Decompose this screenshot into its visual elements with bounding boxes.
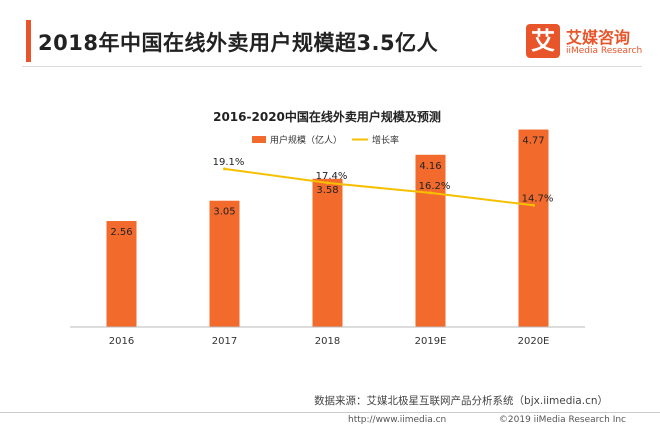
legend-label-bar: 用户规模（亿人） [270,134,342,146]
growth-rate-point [429,191,432,195]
bar-2017 [209,200,240,327]
header-divider [22,66,642,67]
growth-rate-label: 19.1% [213,157,245,168]
bar-value-label: 3.05 [213,207,235,218]
growth-rate-label: 17.4% [316,171,348,182]
bar-2019E [415,154,446,327]
bar-2018 [312,178,343,327]
bar-value-label: 4.77 [522,136,544,147]
brand-logo: 艾 艾媒咨询 iiMedia Research [526,22,646,62]
x-tick-label: 2020E [518,336,550,347]
x-tick-label: 2019E [415,336,447,347]
bar-2016 [106,221,137,327]
logo-name-cn: 艾媒咨询 [566,28,631,47]
x-tick-label: 2016 [109,336,134,347]
logo-mark-icon: 艾 [526,24,560,58]
growth-rate-line [224,167,534,207]
bar-2020E [518,129,549,327]
footer-divider [0,412,660,413]
bar-value-label: 2.56 [110,227,132,238]
title-accent-bar [26,20,31,62]
growth-rate-point [223,167,226,171]
footer-copyright: ©2019 iiMedia Research Inc [498,415,626,425]
growth-rate-point [326,181,329,185]
bar-value-label: 3.58 [316,185,338,196]
bar-value-label: 4.16 [419,161,441,172]
growth-rate-label: 16.2% [419,181,451,192]
chart-legend: 用户规模（亿人） 增长率 [252,134,399,146]
chart-title: 2016-2020中国在线外卖用户规模及预测 [213,109,441,124]
x-tick-label: 2017 [212,336,237,347]
x-tick-label: 2018 [315,336,340,347]
legend-swatch-bar [252,136,266,143]
growth-rate-point [532,203,535,207]
data-source: 数据来源：艾媒北极星互联网产品分析系统（bjx.iimedia.cn） [314,395,608,407]
page-title: 2018年中国在线外卖用户规模超3.5亿人 [38,31,439,55]
growth-rate-label: 14.7% [522,193,554,204]
legend-label-line: 增长率 [372,134,399,146]
footer-website: http://www.iimedia.cn [348,415,447,425]
logo-name-en: iiMedia Research [566,46,643,56]
